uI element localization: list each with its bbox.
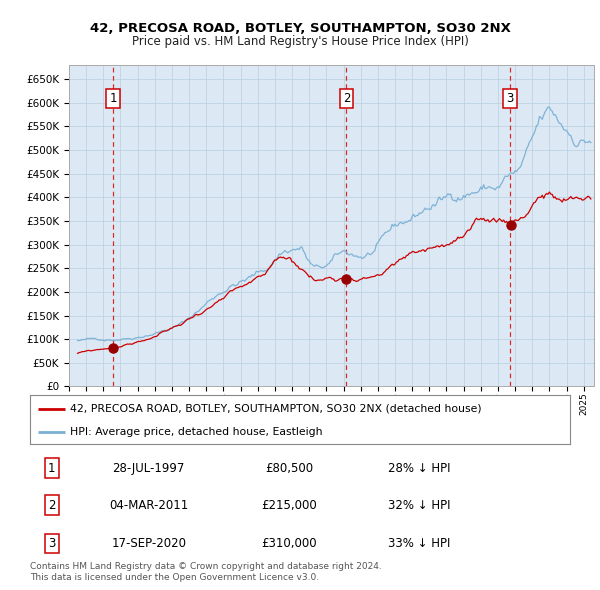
- Text: 1: 1: [48, 461, 55, 474]
- Text: 42, PRECOSA ROAD, BOTLEY, SOUTHAMPTON, SO30 2NX (detached house): 42, PRECOSA ROAD, BOTLEY, SOUTHAMPTON, S…: [71, 404, 482, 414]
- Text: £80,500: £80,500: [265, 461, 313, 474]
- Text: Price paid vs. HM Land Registry's House Price Index (HPI): Price paid vs. HM Land Registry's House …: [131, 35, 469, 48]
- Text: 2: 2: [48, 499, 55, 512]
- Text: £310,000: £310,000: [262, 537, 317, 550]
- Text: 3: 3: [48, 537, 55, 550]
- Text: 33% ↓ HPI: 33% ↓ HPI: [388, 537, 450, 550]
- Text: 3: 3: [506, 92, 514, 105]
- Text: 42, PRECOSA ROAD, BOTLEY, SOUTHAMPTON, SO30 2NX: 42, PRECOSA ROAD, BOTLEY, SOUTHAMPTON, S…: [89, 22, 511, 35]
- Text: 1: 1: [109, 92, 117, 105]
- Text: 28-JUL-1997: 28-JUL-1997: [113, 461, 185, 474]
- Text: 2: 2: [343, 92, 350, 105]
- Text: HPI: Average price, detached house, Eastleigh: HPI: Average price, detached house, East…: [71, 427, 323, 437]
- Text: Contains HM Land Registry data © Crown copyright and database right 2024.
This d: Contains HM Land Registry data © Crown c…: [30, 562, 382, 582]
- Text: 17-SEP-2020: 17-SEP-2020: [112, 537, 187, 550]
- Text: 04-MAR-2011: 04-MAR-2011: [109, 499, 188, 512]
- Text: £215,000: £215,000: [262, 499, 317, 512]
- Text: 32% ↓ HPI: 32% ↓ HPI: [388, 499, 450, 512]
- Text: 28% ↓ HPI: 28% ↓ HPI: [388, 461, 450, 474]
